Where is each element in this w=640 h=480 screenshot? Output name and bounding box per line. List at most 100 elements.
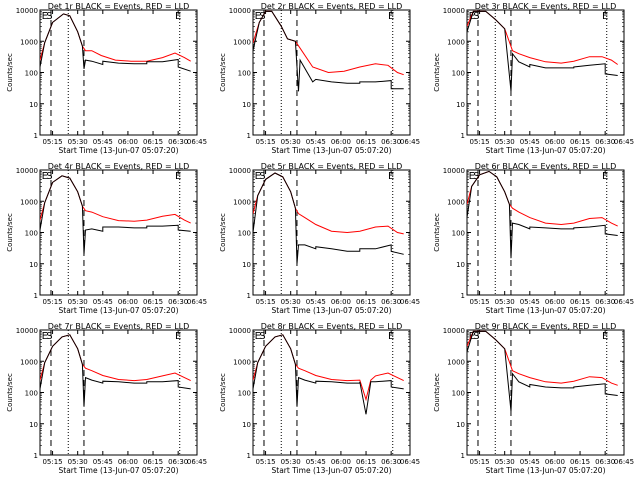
y-tick-label: 1	[247, 452, 251, 460]
x-axis-label: Start Time (13-Jun-07 05:07:20)	[272, 146, 392, 155]
plot-title: Det 3r BLACK = Events, RED = LLD	[475, 2, 617, 11]
x-axis-label: Start Time (13-Jun-07 05:07:20)	[59, 306, 179, 315]
x-tick-label: 06:00	[545, 298, 565, 306]
x-tick-label: 05:15	[469, 298, 489, 306]
lld-series-line	[467, 10, 618, 65]
y-axis-label: Counts/sec	[6, 53, 14, 92]
y-tick-label: 10	[456, 101, 465, 109]
x-tick-label: 06:45	[187, 458, 207, 466]
x-axis-label: Start Time (13-Jun-07 05:07:20)	[486, 306, 606, 315]
y-tick-label: 10000	[229, 7, 251, 15]
y-tick-label: 10	[456, 421, 465, 429]
x-axis-label: Start Time (13-Jun-07 05:07:20)	[59, 466, 179, 475]
x-tick-label: 06:00	[545, 458, 565, 466]
x-tick-label: 05:30	[495, 298, 515, 306]
lld-series-line	[40, 13, 191, 62]
x-tick-label: 06:00	[331, 298, 351, 306]
y-axis-label: Counts/sec	[219, 53, 227, 92]
x-tick-label: 06:00	[331, 458, 351, 466]
lld-series-line	[253, 10, 404, 76]
detector-plot-5: Det 5r BLACK = Events, RED = LLD 1 10 100 10…	[219, 162, 420, 315]
x-tick-label: 06:30	[595, 298, 615, 306]
x-tick-label: 06:15	[570, 458, 590, 466]
x-tick-label: 05:15	[469, 138, 489, 146]
y-tick-label: 1	[461, 452, 465, 460]
y-tick-label: 100	[25, 70, 38, 78]
plot-frame	[39, 169, 198, 296]
event-marker-label: E	[469, 171, 475, 182]
x-tick-label: 06:45	[614, 458, 634, 466]
event-marker-label: E	[42, 331, 48, 342]
y-tick-label: 10000	[443, 7, 465, 15]
x-tick-label: 06:15	[143, 138, 163, 146]
y-tick-label: 100	[452, 230, 465, 238]
event-marker-label: S	[46, 331, 52, 342]
x-tick-label: 05:30	[68, 298, 88, 306]
x-tick-label: 05:15	[255, 138, 275, 146]
x-tick-label: 06:15	[570, 298, 590, 306]
y-axis-label: Counts/sec	[433, 213, 441, 252]
y-tick-label: 1000	[447, 38, 465, 46]
x-tick-label: 06:30	[381, 138, 401, 146]
y-tick-label: 1	[34, 292, 38, 300]
x-axis-label: Start Time (13-Jun-07 05:07:20)	[486, 146, 606, 155]
y-tick-label: 1000	[20, 38, 38, 46]
x-tick-label: 05:45	[520, 458, 540, 466]
lld-series-line	[40, 175, 191, 224]
event-marker-label: E	[175, 11, 181, 22]
event-marker-label: E	[602, 171, 608, 182]
x-tick-label: 05:15	[42, 298, 62, 306]
event-marker-label: E	[602, 11, 608, 22]
lld-series-line	[253, 334, 404, 402]
x-tick-label: 05:45	[306, 138, 326, 146]
events-series-line	[40, 13, 191, 72]
y-tick-label: 10	[456, 261, 465, 269]
x-tick-label: 05:45	[93, 458, 113, 466]
y-tick-label: 10000	[229, 327, 251, 335]
x-tick-label: 05:15	[255, 458, 275, 466]
y-tick-label: 100	[452, 390, 465, 398]
lld-series-line	[467, 170, 618, 227]
y-tick-label: 1	[461, 292, 465, 300]
y-axis-label: Counts/sec	[6, 213, 14, 252]
x-tick-label: 06:30	[381, 458, 401, 466]
event-marker-label: S	[46, 11, 52, 22]
plot-title: Det 9r BLACK = Events, RED = LLD	[475, 322, 617, 331]
events-series-line	[40, 334, 191, 407]
event-marker-label: E	[388, 11, 394, 22]
x-tick-label: 06:00	[118, 298, 138, 306]
x-tick-label: 06:30	[168, 138, 188, 146]
x-tick-label: 05:45	[93, 138, 113, 146]
x-tick-label: 06:30	[595, 458, 615, 466]
x-tick-label: 06:00	[545, 138, 565, 146]
x-tick-label: 05:30	[281, 138, 301, 146]
events-series-line	[467, 170, 618, 259]
y-tick-label: 10000	[16, 167, 38, 175]
x-tick-label: 06:45	[614, 298, 634, 306]
event-marker-label: S	[473, 331, 479, 342]
x-tick-label: 06:15	[356, 458, 376, 466]
y-tick-label: 100	[25, 390, 38, 398]
detector-plot-9: Det 9r BLACK = Events, RED = LLD 1 10 100 10…	[433, 322, 634, 475]
event-marker-label: E	[388, 171, 394, 182]
y-axis-label: Counts/sec	[219, 373, 227, 412]
y-tick-label: 100	[25, 230, 38, 238]
events-series-line	[253, 10, 404, 92]
x-axis-label: Start Time (13-Jun-07 05:07:20)	[272, 466, 392, 475]
y-tick-label: 10	[242, 421, 251, 429]
y-tick-label: 1	[461, 132, 465, 140]
y-axis-label: Counts/sec	[433, 373, 441, 412]
x-tick-label: 05:30	[68, 458, 88, 466]
events-series-line	[253, 334, 404, 415]
x-tick-label: 06:15	[356, 298, 376, 306]
x-tick-label: 06:15	[570, 138, 590, 146]
event-marker-label: E	[42, 171, 48, 182]
event-marker-label: S	[46, 171, 52, 182]
y-tick-label: 1000	[233, 198, 251, 206]
plot-frame	[39, 9, 198, 136]
detector-plot-3: Det 3r BLACK = Events, RED = LLD 1 10 100 10…	[433, 2, 634, 155]
plot-frame	[466, 169, 625, 296]
y-tick-label: 1000	[233, 38, 251, 46]
lld-series-line	[40, 334, 191, 382]
